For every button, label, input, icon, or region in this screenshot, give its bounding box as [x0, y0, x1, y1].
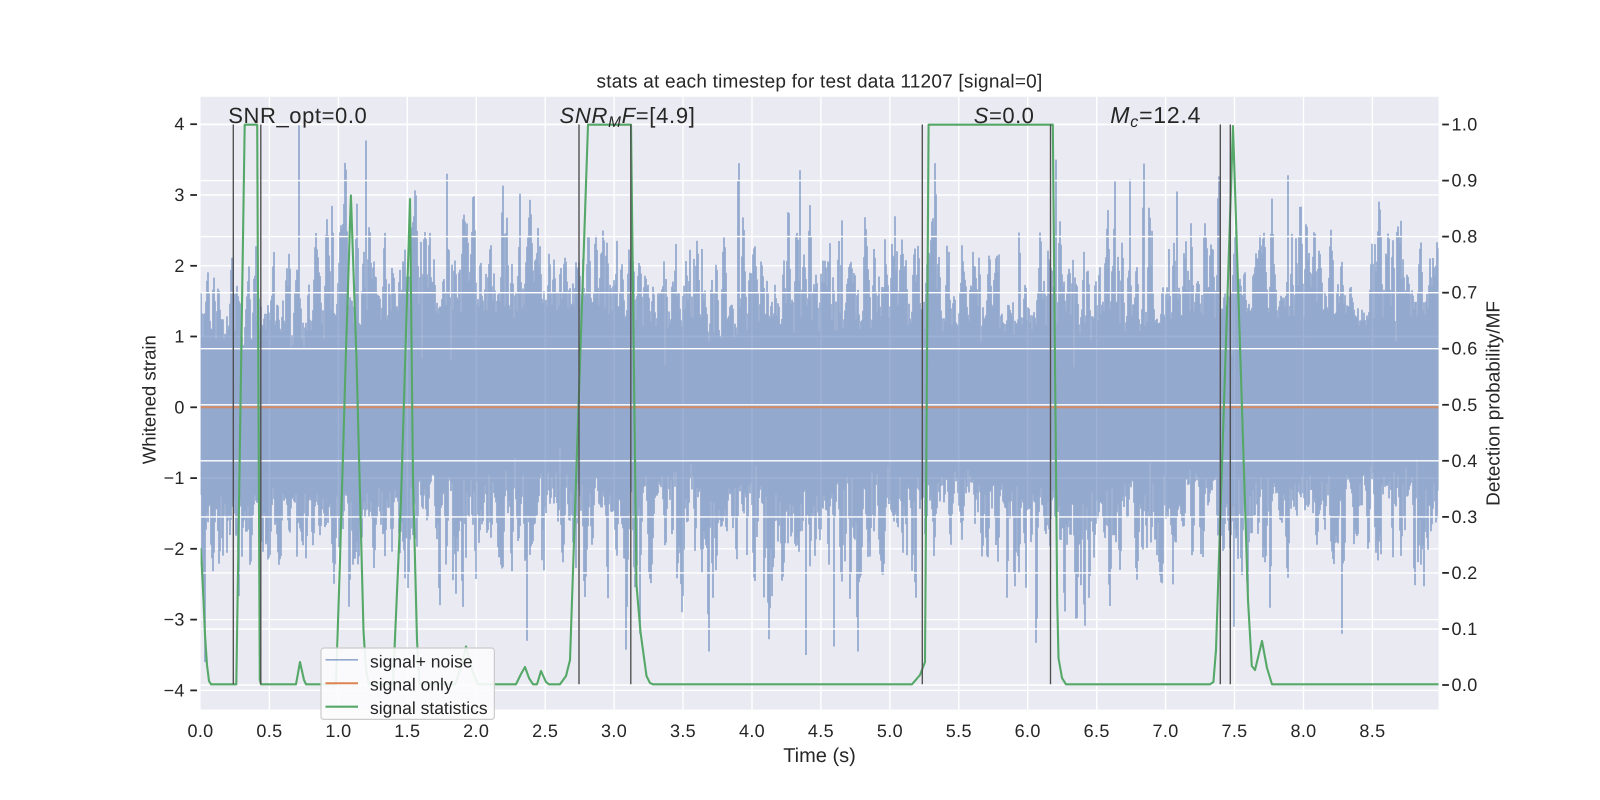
svg-text:signal only: signal only: [370, 675, 453, 695]
svg-text:−4: −4: [164, 680, 185, 700]
svg-text:8.5: 8.5: [1359, 721, 1385, 741]
svg-text:4.5: 4.5: [808, 721, 834, 741]
svg-text:0.7: 0.7: [1452, 283, 1478, 303]
svg-text:SNRMF=[4.9]: SNRMF=[4.9]: [560, 103, 696, 131]
svg-text:4.0: 4.0: [739, 721, 765, 741]
svg-text:0.6: 0.6: [1452, 339, 1478, 359]
svg-text:0.0: 0.0: [1452, 675, 1478, 695]
svg-text:signal+ noise: signal+ noise: [370, 651, 473, 671]
svg-text:2.5: 2.5: [532, 721, 558, 741]
svg-text:0.3: 0.3: [1452, 507, 1478, 527]
svg-text:S=0.0: S=0.0: [974, 103, 1035, 128]
svg-text:Whitened strain: Whitened strain: [139, 335, 160, 464]
svg-text:Time (s): Time (s): [783, 745, 856, 767]
svg-text:1.0: 1.0: [325, 721, 351, 741]
svg-text:5.5: 5.5: [946, 721, 972, 741]
svg-text:Detection probability/MF: Detection probability/MF: [1483, 301, 1504, 506]
svg-text:2: 2: [174, 256, 184, 276]
svg-text:0.9: 0.9: [1452, 171, 1478, 191]
svg-text:8.0: 8.0: [1290, 721, 1316, 741]
svg-text:signal statistics: signal statistics: [370, 698, 488, 718]
svg-text:7.0: 7.0: [1153, 721, 1179, 741]
svg-text:2.0: 2.0: [463, 721, 489, 741]
svg-text:6.5: 6.5: [1084, 721, 1110, 741]
svg-text:1.5: 1.5: [394, 721, 420, 741]
svg-text:5.0: 5.0: [877, 721, 903, 741]
svg-text:0: 0: [174, 397, 184, 417]
svg-text:6.0: 6.0: [1015, 721, 1041, 741]
svg-text:4: 4: [174, 114, 184, 134]
svg-text:3.5: 3.5: [670, 721, 696, 741]
svg-text:0.4: 0.4: [1452, 451, 1478, 471]
svg-text:0.5: 0.5: [256, 721, 282, 741]
svg-text:0.2: 0.2: [1452, 563, 1478, 583]
svg-text:3: 3: [174, 185, 184, 205]
svg-text:0.8: 0.8: [1452, 227, 1478, 247]
svg-text:1: 1: [174, 327, 184, 347]
svg-text:−1: −1: [164, 468, 185, 488]
svg-text:7.5: 7.5: [1221, 721, 1247, 741]
svg-text:3.0: 3.0: [601, 721, 627, 741]
svg-text:0.0: 0.0: [187, 721, 213, 741]
svg-text:−3: −3: [164, 610, 185, 630]
svg-text:0.5: 0.5: [1452, 395, 1478, 415]
svg-text:SNR_opt=0.0: SNR_opt=0.0: [228, 103, 367, 128]
svg-text:Mc=12.4: Mc=12.4: [1110, 102, 1201, 131]
svg-text:stats at each timestep for tes: stats at each timestep for test data 112…: [597, 72, 1043, 93]
svg-text:1.0: 1.0: [1452, 115, 1478, 135]
svg-text:0.1: 0.1: [1452, 619, 1478, 639]
svg-text:−2: −2: [164, 539, 185, 559]
